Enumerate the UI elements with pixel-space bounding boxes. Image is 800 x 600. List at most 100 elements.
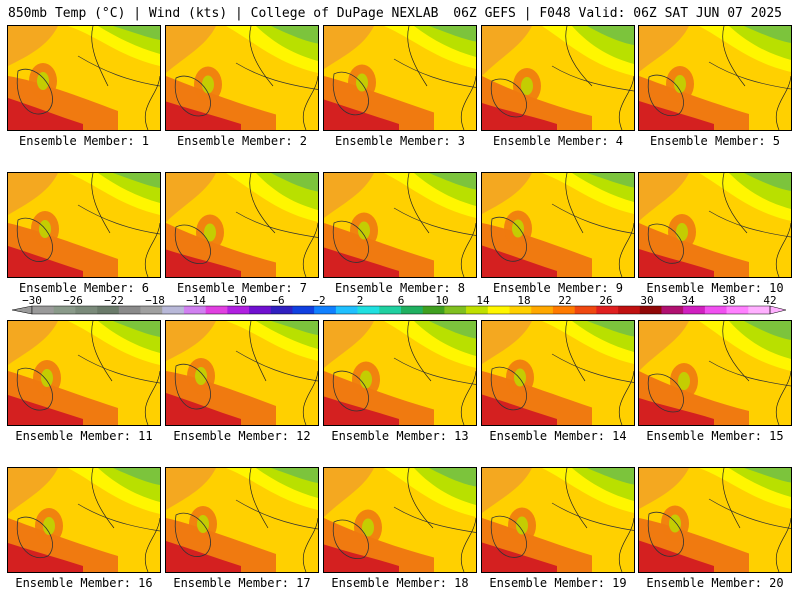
temperature-field <box>639 468 791 572</box>
colorbar-tick-label: 34 <box>681 296 695 307</box>
colorbar-tick-label: −18 <box>145 296 165 307</box>
colorbar-bin <box>75 306 98 314</box>
temperature-field <box>8 468 160 572</box>
colorbar-bin <box>97 306 120 314</box>
ensemble-member-label: Ensemble Member: 14 <box>489 429 627 443</box>
colorbar-bin <box>270 306 293 314</box>
colorbar-bin <box>683 306 706 314</box>
colorbar-tick-label: 2 <box>357 296 364 307</box>
ensemble-member-map[interactable] <box>323 320 477 426</box>
temperature-field <box>8 173 160 277</box>
colorbar-tick-label: −14 <box>186 296 206 307</box>
colorbar-tick-label: 38 <box>722 296 735 307</box>
colorbar-outline <box>31 305 771 315</box>
ensemble-member-label: Ensemble Member: 1 <box>18 134 150 148</box>
ensemble-member-label: Ensemble Member: 19 <box>489 576 627 590</box>
colorbar-tick-label: 10 <box>435 296 448 307</box>
ensemble-member-label: Ensemble Member: 18 <box>331 576 469 590</box>
ensemble-member-map[interactable] <box>638 25 792 131</box>
temperature-field <box>482 173 634 277</box>
temperature-field <box>324 468 476 572</box>
colorbar-bin <box>422 306 445 314</box>
colorbar-bin <box>596 306 619 314</box>
ensemble-member-label: Ensemble Member: 12 <box>173 429 311 443</box>
colorbar-bin <box>639 306 662 314</box>
colorbar-bin <box>618 306 641 314</box>
temperature-colorbar: −30 −26 −22 −18 −14 −10 −6 −2 2 6 10 14 18 22 26 30 34 38… <box>11 296 787 315</box>
colorbar-tick-label: −26 <box>63 296 83 307</box>
colorbar-bin <box>32 306 55 314</box>
ensemble-member-label: Ensemble Member: 20 <box>646 576 784 590</box>
ensemble-member-map[interactable] <box>165 320 319 426</box>
ensemble-member-map[interactable] <box>7 320 161 426</box>
colorbar-tick-label: 18 <box>517 296 530 307</box>
colorbar-bin <box>531 306 554 314</box>
colorbar-bin <box>748 306 771 314</box>
temperature-field <box>482 26 634 130</box>
ensemble-member-map[interactable] <box>638 320 792 426</box>
ensemble-member-label: Ensemble Member: 17 <box>173 576 311 590</box>
colorbar-tick-label: 42 <box>763 296 776 307</box>
ensemble-member-map[interactable] <box>323 172 477 278</box>
colorbar-bin <box>205 306 228 314</box>
colorbar-bin <box>552 306 575 314</box>
ensemble-member-label: Ensemble Member: 16 <box>15 576 153 590</box>
ensemble-member-map[interactable] <box>481 467 635 573</box>
colorbar-bin <box>509 306 532 314</box>
ensemble-member-label: Ensemble Member: 4 <box>492 134 624 148</box>
colorbar-bin <box>574 306 597 314</box>
colorbar-bin <box>227 306 250 314</box>
colorbar-tick-label: −10 <box>227 296 247 307</box>
ensemble-member-map[interactable] <box>481 320 635 426</box>
ensemble-member-map[interactable] <box>481 25 635 131</box>
ensemble-member-map[interactable] <box>638 172 792 278</box>
colorbar-bin <box>661 306 684 314</box>
colorbar-tick-label: −6 <box>271 296 284 307</box>
colorbar-bin <box>314 306 337 314</box>
temperature-field <box>639 321 791 425</box>
ensemble-member-map[interactable] <box>7 172 161 278</box>
colorbar-bin <box>183 306 206 314</box>
ensemble-member-label: Ensemble Member: 15 <box>646 429 784 443</box>
colorbar-bin <box>466 306 489 314</box>
ensemble-member-map[interactable] <box>323 467 477 573</box>
temperature-field <box>324 173 476 277</box>
colorbar-bin <box>140 306 163 314</box>
ensemble-member-map[interactable] <box>165 172 319 278</box>
temperature-field <box>166 468 318 572</box>
colorbar-tick-label: 22 <box>558 296 571 307</box>
ensemble-member-label: Ensemble Member: 9 <box>492 281 624 295</box>
temperature-field <box>166 321 318 425</box>
temperature-field <box>8 26 160 130</box>
colorbar-bin <box>335 306 358 314</box>
colorbar-bin <box>726 306 749 314</box>
colorbar-bin <box>704 306 727 314</box>
temperature-field <box>639 26 791 130</box>
ensemble-member-label: Ensemble Member: 2 <box>176 134 308 148</box>
colorbar-bin <box>487 306 510 314</box>
colorbar-bin <box>118 306 141 314</box>
ensemble-member-map[interactable] <box>323 25 477 131</box>
colorbar-tick-label: −2 <box>312 296 325 307</box>
temperature-field <box>324 321 476 425</box>
ensemble-member-label: Ensemble Member: 11 <box>15 429 153 443</box>
ensemble-member-map[interactable] <box>165 25 319 131</box>
ensemble-member-label: Ensemble Member: 6 <box>18 281 150 295</box>
ensemble-member-map[interactable] <box>481 172 635 278</box>
temperature-field <box>639 173 791 277</box>
ensemble-member-map[interactable] <box>7 467 161 573</box>
ensemble-member-map[interactable] <box>638 467 792 573</box>
ensemble-member-label: Ensemble Member: 10 <box>646 281 784 295</box>
ensemble-member-label: Ensemble Member: 8 <box>334 281 466 295</box>
colorbar-bin <box>444 306 467 314</box>
colorbar-bin <box>53 306 76 314</box>
colorbar-bin <box>401 306 424 314</box>
colorbar-bin <box>379 306 402 314</box>
ensemble-member-map[interactable] <box>7 25 161 131</box>
ensemble-member-map[interactable] <box>165 467 319 573</box>
colorbar-high-arrow <box>769 305 787 315</box>
colorbar-tick-label: −22 <box>104 296 124 307</box>
ensemble-member-label: Ensemble Member: 5 <box>649 134 781 148</box>
colorbar-tick-label: 26 <box>599 296 612 307</box>
colorbar-tick-label: 14 <box>476 296 490 307</box>
